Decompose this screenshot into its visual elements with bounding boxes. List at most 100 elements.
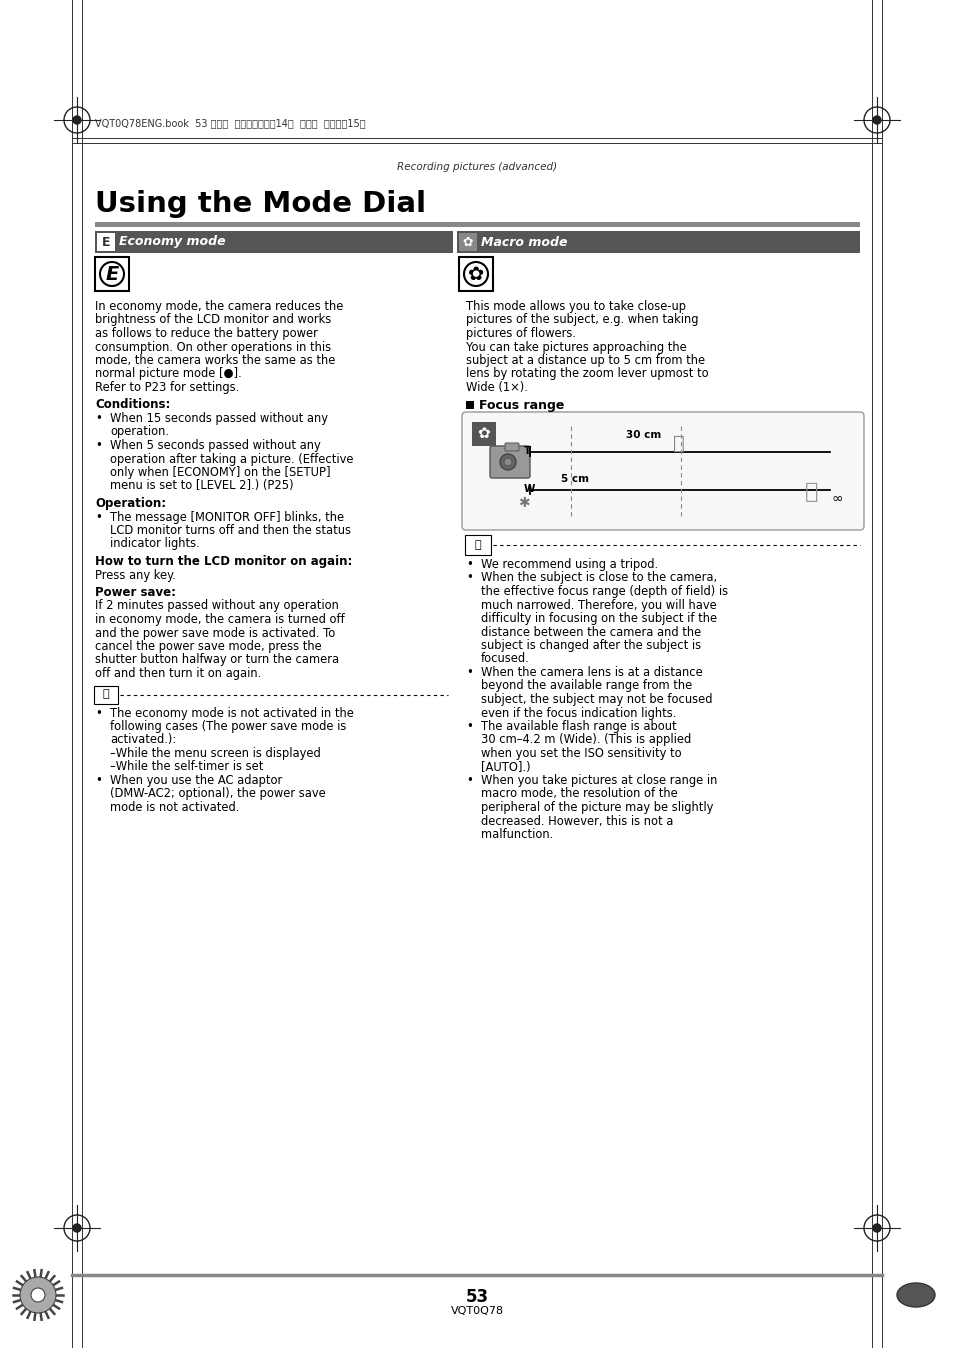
FancyBboxPatch shape	[456, 231, 859, 253]
Text: The message [MONITOR OFF] blinks, the: The message [MONITOR OFF] blinks, the	[110, 511, 344, 523]
Text: We recommend using a tripod.: We recommend using a tripod.	[480, 558, 658, 572]
Text: malfunction.: malfunction.	[480, 828, 553, 841]
Text: E: E	[102, 236, 111, 248]
Text: When 5 seconds passed without any: When 5 seconds passed without any	[110, 439, 320, 452]
Text: Macro mode: Macro mode	[480, 236, 567, 248]
Text: ✱: ✱	[517, 496, 529, 510]
Circle shape	[73, 1224, 81, 1232]
Text: subject, the subject may not be focused: subject, the subject may not be focused	[480, 693, 712, 706]
Text: (DMW-AC2; optional), the power save: (DMW-AC2; optional), the power save	[110, 787, 325, 801]
Text: VQT0Q78: VQT0Q78	[450, 1306, 503, 1316]
Text: When the subject is close to the camera,: When the subject is close to the camera,	[480, 572, 717, 585]
Text: difficulty in focusing on the subject if the: difficulty in focusing on the subject if…	[480, 612, 717, 625]
FancyBboxPatch shape	[461, 412, 863, 530]
Text: •: •	[95, 511, 102, 523]
Text: distance between the camera and the: distance between the camera and the	[480, 625, 700, 639]
Text: ⛰: ⛰	[804, 483, 818, 501]
Circle shape	[872, 116, 880, 124]
Text: In economy mode, the camera reduces the: In economy mode, the camera reduces the	[95, 301, 343, 313]
Text: LCD monitor turns off and then the status: LCD monitor turns off and then the statu…	[110, 524, 351, 537]
Text: •: •	[95, 412, 102, 425]
Text: peripheral of the picture may be slightly: peripheral of the picture may be slightl…	[480, 801, 713, 814]
Text: Ⓜ: Ⓜ	[103, 689, 110, 700]
Text: Ⓜ: Ⓜ	[475, 541, 481, 550]
Text: Wide (1×).: Wide (1×).	[465, 381, 527, 394]
Text: W: W	[523, 484, 535, 493]
Text: 30 cm–4.2 m (Wide). (This is applied: 30 cm–4.2 m (Wide). (This is applied	[480, 733, 691, 747]
Text: •: •	[465, 774, 473, 787]
FancyBboxPatch shape	[465, 400, 474, 408]
Text: VQT0Q78ENG.book  53 ページ  ２００５年２月14日  月曜日  午後１時15分: VQT0Q78ENG.book 53 ページ ２００５年２月14日 月曜日 午後…	[95, 119, 365, 128]
Circle shape	[872, 1224, 880, 1232]
Text: even if the focus indication lights.: even if the focus indication lights.	[480, 706, 676, 720]
Text: When 15 seconds passed without any: When 15 seconds passed without any	[110, 412, 328, 425]
Text: mode, the camera works the same as the: mode, the camera works the same as the	[95, 355, 335, 367]
Text: focused.: focused.	[480, 652, 529, 666]
Text: 30 cm: 30 cm	[625, 430, 660, 439]
Text: Recording pictures (advanced): Recording pictures (advanced)	[396, 162, 557, 173]
Text: Press any key.: Press any key.	[95, 569, 175, 581]
Text: beyond the available range from the: beyond the available range from the	[480, 679, 692, 693]
Text: 53: 53	[465, 1287, 488, 1306]
Circle shape	[30, 1287, 45, 1302]
Text: off and then turn it on again.: off and then turn it on again.	[95, 667, 261, 679]
Text: •: •	[465, 572, 473, 585]
FancyBboxPatch shape	[95, 222, 859, 226]
Text: Conditions:: Conditions:	[95, 399, 171, 411]
Text: •: •	[95, 439, 102, 452]
Text: •: •	[465, 666, 473, 679]
Text: •: •	[465, 720, 473, 733]
Text: indicator lights.: indicator lights.	[110, 538, 199, 550]
FancyBboxPatch shape	[490, 446, 530, 479]
Text: ✿: ✿	[467, 264, 484, 283]
Text: E: E	[105, 264, 118, 283]
Text: The economy mode is not activated in the: The economy mode is not activated in the	[110, 706, 354, 720]
FancyBboxPatch shape	[95, 231, 453, 253]
Text: as follows to reduce the battery power: as follows to reduce the battery power	[95, 328, 317, 340]
Text: How to turn the LCD monitor on again:: How to turn the LCD monitor on again:	[95, 555, 352, 568]
Text: •: •	[95, 706, 102, 720]
FancyBboxPatch shape	[458, 257, 493, 291]
Text: decreased. However, this is not a: decreased. However, this is not a	[480, 814, 673, 828]
Text: subject at a distance up to 5 cm from the: subject at a distance up to 5 cm from th…	[465, 355, 704, 367]
Text: When you use the AC adaptor: When you use the AC adaptor	[110, 774, 282, 787]
Text: subject is changed after the subject is: subject is changed after the subject is	[480, 639, 700, 652]
FancyBboxPatch shape	[94, 686, 118, 704]
Text: consumption. On other operations in this: consumption. On other operations in this	[95, 341, 331, 353]
Text: Economy mode: Economy mode	[119, 236, 226, 248]
Text: [AUTO].): [AUTO].)	[480, 760, 530, 774]
Text: Operation:: Operation:	[95, 497, 166, 510]
FancyBboxPatch shape	[95, 257, 129, 291]
Text: when you set the ISO sensitivity to: when you set the ISO sensitivity to	[480, 747, 680, 760]
Text: When you take pictures at close range in: When you take pictures at close range in	[480, 774, 717, 787]
Text: This mode allows you to take close-up: This mode allows you to take close-up	[465, 301, 685, 313]
Circle shape	[499, 454, 516, 470]
Text: The available flash range is about: The available flash range is about	[480, 720, 676, 733]
Text: 👤: 👤	[672, 434, 684, 453]
Text: 5 cm: 5 cm	[560, 474, 588, 484]
Text: normal picture mode [●].: normal picture mode [●].	[95, 368, 241, 380]
FancyBboxPatch shape	[458, 233, 476, 251]
Text: Using the Mode Dial: Using the Mode Dial	[95, 190, 426, 218]
Text: operation after taking a picture. (Effective: operation after taking a picture. (Effec…	[110, 453, 354, 465]
Text: T: T	[523, 446, 531, 456]
Text: lens by rotating the zoom lever upmost to: lens by rotating the zoom lever upmost t…	[465, 368, 708, 380]
Text: the effective focus range (depth of field) is: the effective focus range (depth of fiel…	[480, 585, 727, 599]
Text: much narrowed. Therefore, you will have: much narrowed. Therefore, you will have	[480, 599, 716, 612]
FancyBboxPatch shape	[504, 443, 518, 452]
Text: following cases (The power save mode is: following cases (The power save mode is	[110, 720, 346, 733]
Text: If 2 minutes passed without any operation: If 2 minutes passed without any operatio…	[95, 600, 338, 612]
Text: ✿: ✿	[477, 426, 490, 442]
Text: You can take pictures approaching the: You can take pictures approaching the	[465, 341, 686, 353]
Text: ✿: ✿	[462, 236, 473, 248]
Text: operation.: operation.	[110, 426, 169, 438]
FancyBboxPatch shape	[97, 233, 115, 251]
Text: activated.):: activated.):	[110, 733, 176, 747]
Circle shape	[73, 116, 81, 124]
Text: Refer to P23 for settings.: Refer to P23 for settings.	[95, 381, 239, 394]
Circle shape	[503, 458, 512, 466]
Text: –While the self-timer is set: –While the self-timer is set	[110, 760, 263, 774]
Text: menu is set to [LEVEL 2].) (P25): menu is set to [LEVEL 2].) (P25)	[110, 480, 294, 492]
Text: mode is not activated.: mode is not activated.	[110, 801, 239, 814]
Text: macro mode, the resolution of the: macro mode, the resolution of the	[480, 787, 677, 801]
